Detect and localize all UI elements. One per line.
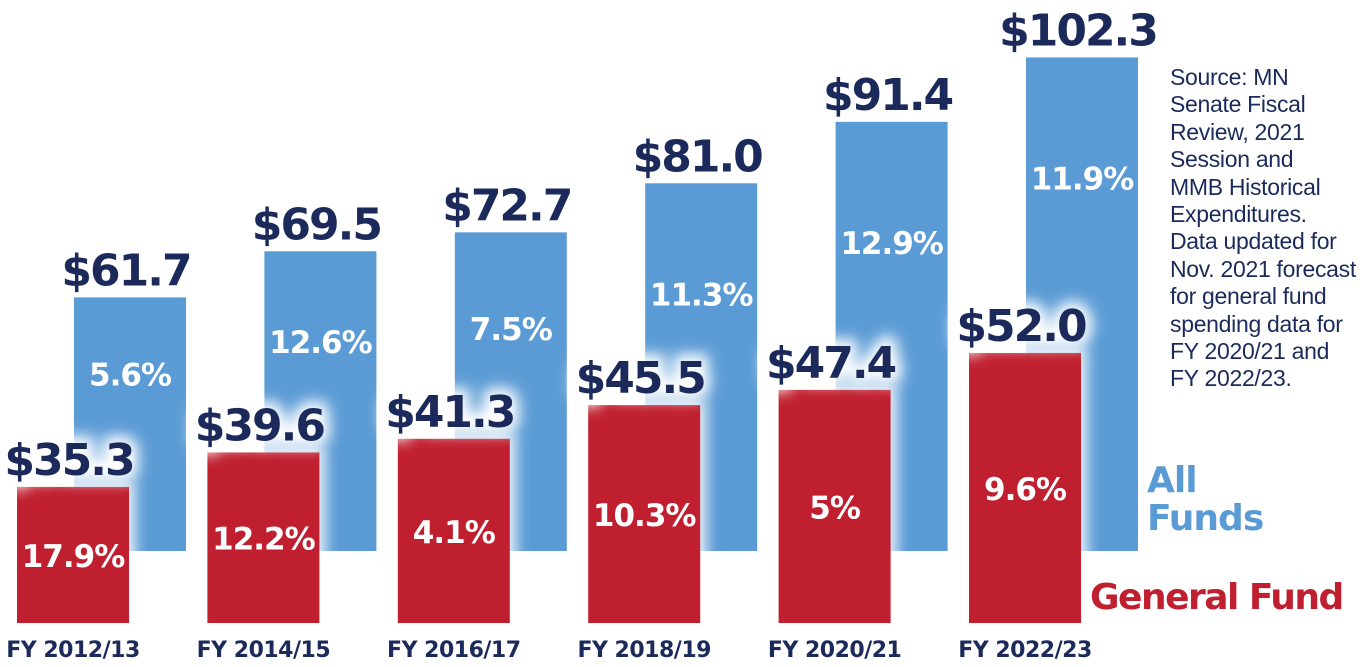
general-fund-value-label: $52.0 <box>956 301 1086 352</box>
general-fund-bar <box>588 405 701 623</box>
source-line: Expenditures. <box>1170 201 1307 228</box>
source-line: Senate Fiscal <box>1170 91 1306 118</box>
legend-general-fund: General Fund <box>1090 577 1344 618</box>
x-tick-label: FY 2022/23 <box>958 638 1092 663</box>
legend-all-funds-line2: Funds <box>1147 498 1264 539</box>
all-funds-pct-label: 12.6% <box>269 325 372 361</box>
legend-all-funds: All Funds <box>1147 460 1264 539</box>
source-line: FY 2020/21 and <box>1170 338 1330 365</box>
legend-all-funds-line1: All <box>1147 460 1198 501</box>
label-glow: $41.3 <box>385 387 514 438</box>
general-fund-bar <box>17 486 129 623</box>
source-line: Nov. 2021 forecast <box>1170 255 1356 282</box>
label-glow: $45.5 <box>576 353 705 404</box>
source-line: for general fund <box>1170 283 1327 310</box>
general-fund-pct-label: 10.3% <box>593 498 696 534</box>
general-fund-pct-label: 12.2% <box>212 522 315 558</box>
all-funds-pct-label: 11.3% <box>650 278 753 314</box>
general-fund-bar <box>969 352 1081 623</box>
source-line: Source: MN <box>1170 64 1289 90</box>
general-fund-pct-label: 4.1% <box>413 515 496 551</box>
x-tick-label: FY 2020/21 <box>768 638 902 663</box>
x-tick-label: FY 2014/15 <box>197 638 331 663</box>
x-tick-label: FY 2018/19 <box>577 638 711 663</box>
all-funds-pct-label: 11.9% <box>1031 161 1134 197</box>
general-fund-bar <box>397 438 510 623</box>
source-line: spending data for <box>1170 310 1343 337</box>
all-funds-value-label: $102.3 <box>999 5 1157 56</box>
general-fund-value-label: $45.5 <box>576 353 705 404</box>
label-glow: $47.4 <box>766 338 896 389</box>
all-funds-pct-label: 5.6% <box>89 357 172 393</box>
general-fund-pct-label: 17.9% <box>22 539 125 575</box>
general-fund-value-label: $41.3 <box>385 387 514 438</box>
x-tick-label: FY 2016/17 <box>387 638 521 663</box>
source-note: Source: MN Senate Fiscal Review, 2021 Sessi… <box>1170 64 1360 393</box>
general-fund-pct-label: 9.6% <box>984 472 1067 508</box>
label-glow: $52.0 <box>956 301 1086 352</box>
x-tick-label: FY 2012/13 <box>6 638 140 663</box>
general-fund-value-label: $39.6 <box>195 400 325 451</box>
all-funds-value-label: $72.7 <box>442 180 571 231</box>
source-line: FY 2022/23. <box>1170 365 1292 392</box>
general-fund-bar <box>778 389 891 623</box>
general-fund-pct-label: 5% <box>809 490 861 526</box>
all-funds-pct-label: 12.9% <box>840 226 943 262</box>
source-line: Data updated for <box>1170 228 1337 255</box>
source-line: Session and <box>1170 146 1294 173</box>
source-line: Review, 2021 <box>1170 118 1305 145</box>
general-fund-value-label: $47.4 <box>766 338 896 389</box>
general-fund-value-label: $35.3 <box>4 435 133 486</box>
source-line: MMB Historical <box>1170 173 1321 200</box>
all-funds-pct-label: 7.5% <box>470 312 553 348</box>
label-glow: $35.3 <box>4 435 133 486</box>
all-funds-value-label: $81.0 <box>633 131 763 182</box>
all-funds-value-label: $69.5 <box>252 199 381 250</box>
general-fund-bar <box>207 452 320 623</box>
label-glow: $39.6 <box>195 400 325 451</box>
all-funds-value-label: $91.4 <box>823 70 953 121</box>
all-funds-value-label: $61.7 <box>61 245 190 296</box>
